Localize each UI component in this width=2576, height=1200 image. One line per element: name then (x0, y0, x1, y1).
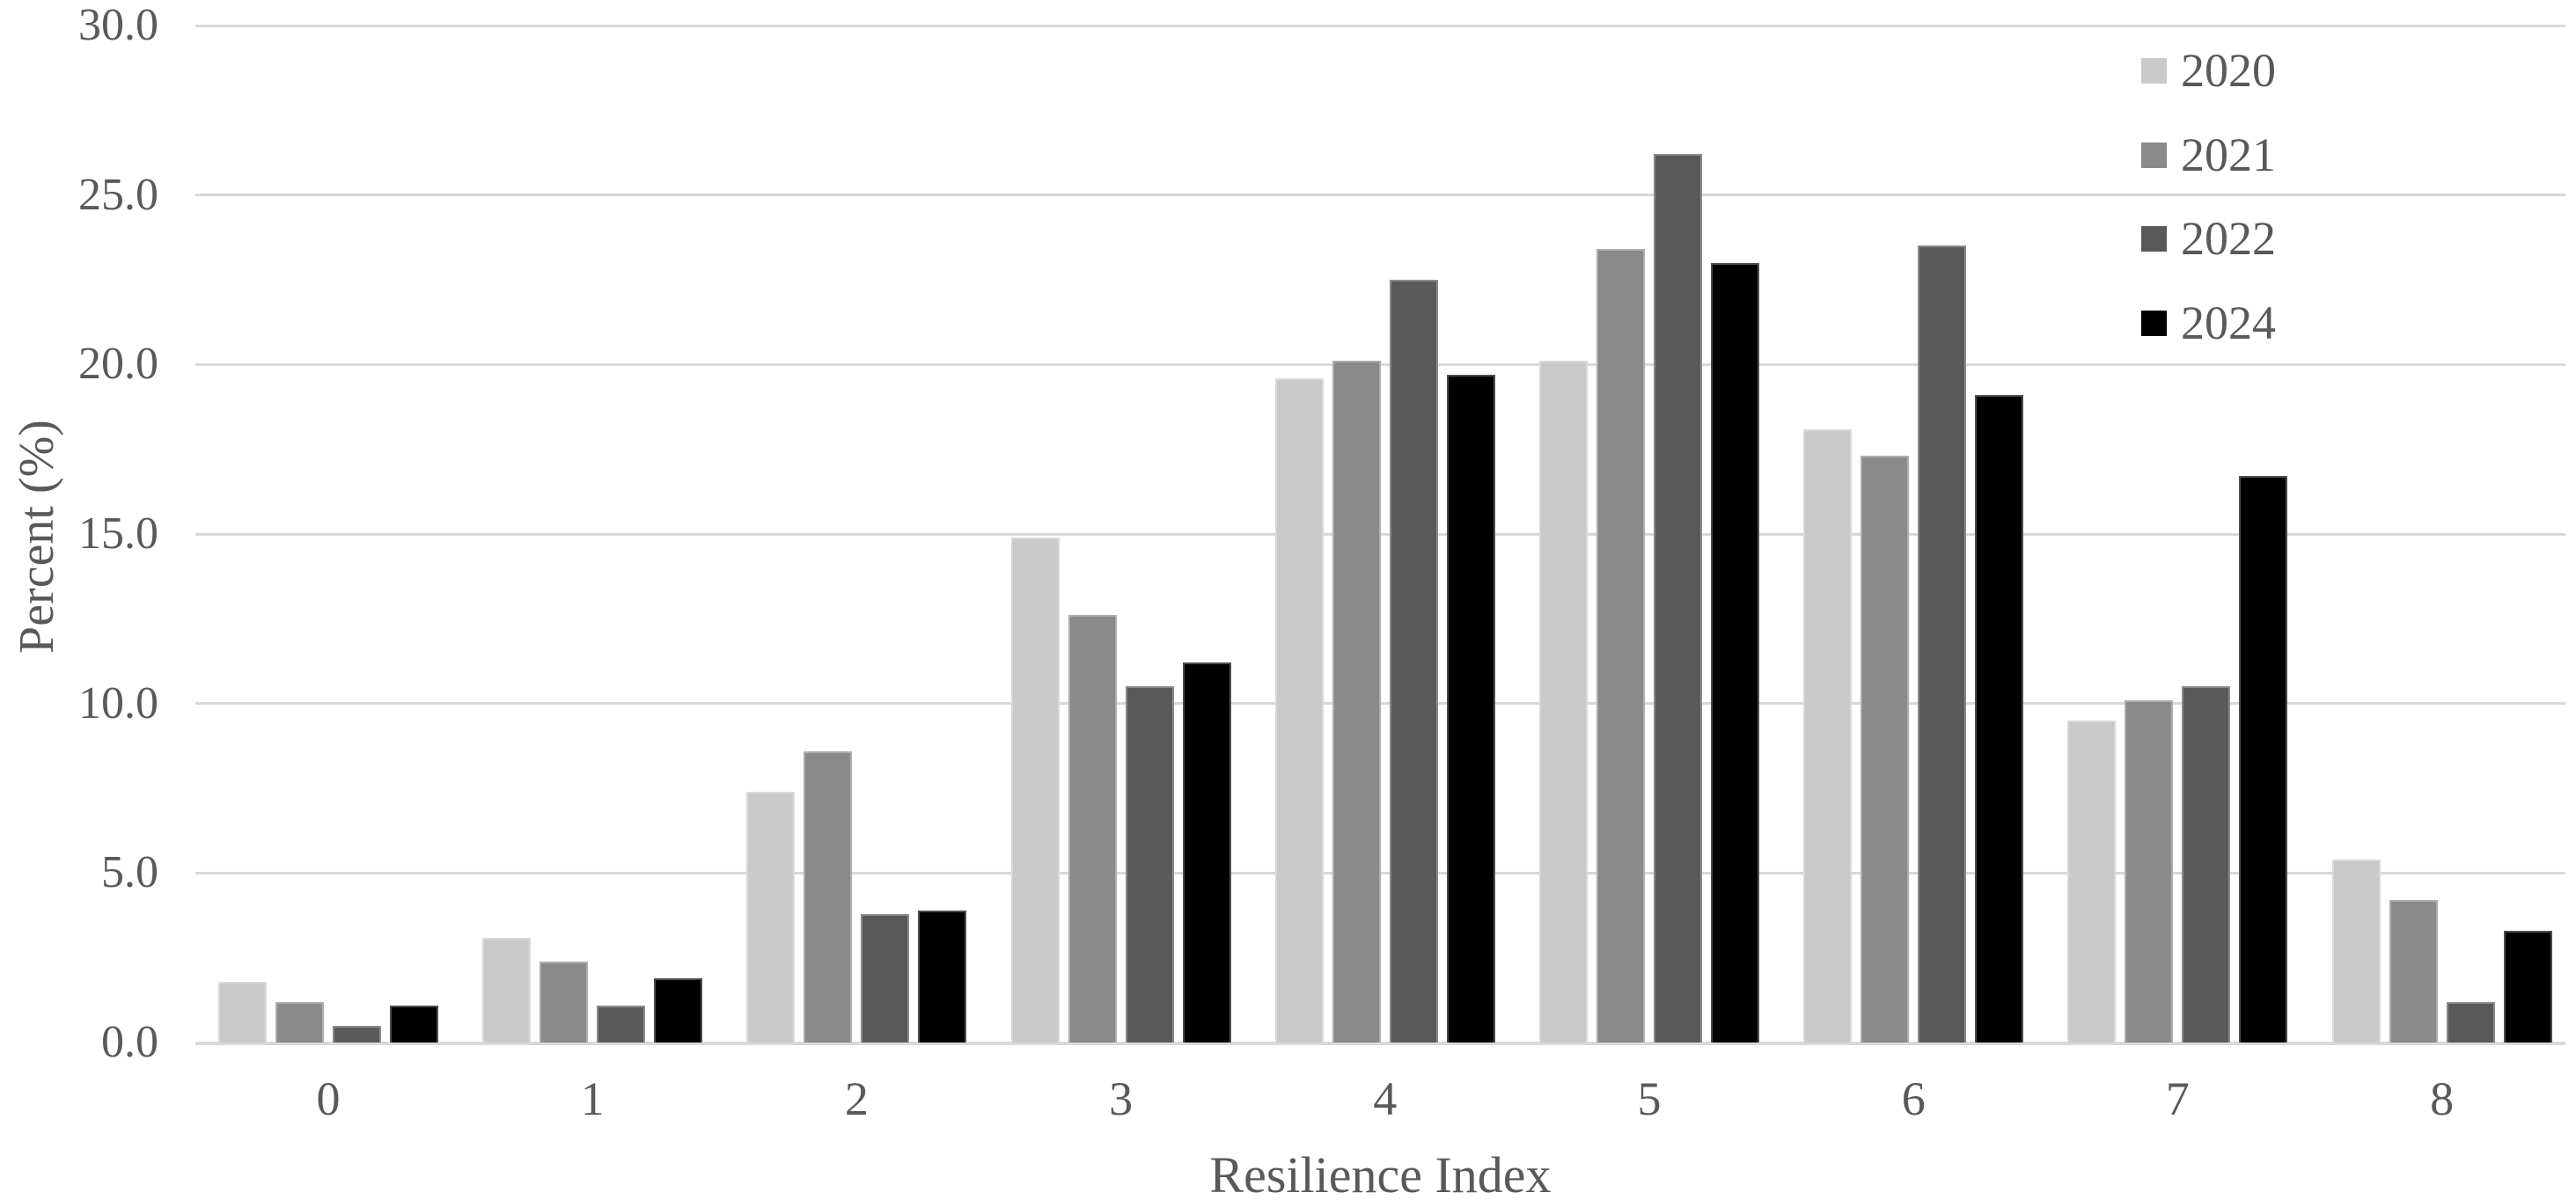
legend-item-2024: 2024 (2141, 298, 2276, 348)
legend-label: 2021 (2181, 128, 2276, 181)
bar-2022-x5 (1654, 154, 1702, 1043)
legend-swatch-icon (2141, 310, 2167, 336)
legend-label: 2022 (2181, 212, 2276, 265)
bar-2022-x8 (2446, 1001, 2495, 1043)
bar-2024-x6 (1975, 395, 2024, 1043)
bar-2022-x7 (2182, 686, 2231, 1043)
bar-2020-x5 (1539, 361, 1588, 1043)
x-tick-label: 7 (2165, 1072, 2190, 1125)
y-tick-label: 15.0 (78, 509, 158, 559)
bar-2024-x0 (390, 1005, 438, 1043)
legend-item-2021: 2021 (2141, 130, 2276, 179)
bar-2021-x6 (1860, 456, 1910, 1043)
bar-2024-x2 (918, 910, 967, 1043)
bar-2021-x1 (539, 961, 589, 1043)
bar-2022-x2 (861, 913, 910, 1043)
bar-2021-x2 (804, 750, 853, 1043)
bar-2024-x4 (1446, 374, 1495, 1043)
y-tick-label: 5.0 (101, 847, 158, 898)
bar-2021-x7 (2125, 699, 2174, 1043)
bar-2022-x6 (1918, 245, 1967, 1043)
y-tick-label: 20.0 (78, 339, 158, 390)
bar-2020-x7 (2067, 720, 2117, 1043)
legend-label: 2024 (2181, 296, 2276, 349)
bar-2024-x5 (1711, 262, 1759, 1043)
bar-2021-x3 (1068, 615, 1117, 1043)
bar-2021-x8 (2389, 900, 2438, 1043)
x-tick-label: 8 (2430, 1072, 2455, 1125)
bar-2022-x4 (1389, 280, 1438, 1043)
x-tick-label: 6 (1901, 1072, 1926, 1125)
bar-2022-x1 (597, 1005, 646, 1043)
bar-2024-x3 (1182, 662, 1231, 1043)
x-axis-title: Resilience Index (1209, 1146, 1552, 1200)
bar-2020-x6 (1803, 428, 1853, 1043)
gridline (195, 194, 2565, 197)
bar-2024-x1 (654, 977, 703, 1043)
bar-2020-x3 (1010, 537, 1060, 1043)
bar-2021-x4 (1332, 361, 1381, 1043)
x-axis-line (195, 1041, 2565, 1045)
bar-2022-x3 (1125, 686, 1174, 1043)
y-tick-label: 10.0 (78, 677, 158, 728)
bar-2020-x2 (746, 791, 796, 1043)
x-tick-label: 3 (1109, 1072, 1134, 1125)
gridline (195, 24, 2565, 27)
x-tick-label: 4 (1373, 1072, 1398, 1125)
bar-2021-x5 (1596, 249, 1645, 1043)
legend-swatch-icon (2141, 225, 2167, 252)
bar-2020-x1 (482, 937, 532, 1043)
x-tick-label: 5 (1637, 1072, 1662, 1125)
x-tick-label: 2 (844, 1072, 869, 1125)
y-tick-label: 25.0 (78, 169, 158, 220)
bar-2020-x4 (1274, 377, 1324, 1043)
bar-2020-x8 (2331, 859, 2381, 1043)
legend-swatch-icon (2141, 57, 2167, 84)
bar-2020-x0 (218, 981, 267, 1043)
x-tick-label: 0 (316, 1072, 341, 1125)
legend-item-2020: 2020 (2141, 46, 2276, 95)
legend-swatch-icon (2141, 142, 2167, 168)
x-tick-label: 1 (580, 1072, 605, 1125)
bar-2022-x0 (333, 1025, 381, 1043)
bar-2024-x7 (2239, 476, 2288, 1043)
legend-item-2022: 2022 (2141, 214, 2276, 263)
bar-2021-x0 (275, 1001, 324, 1043)
y-tick-label: 0.0 (101, 1017, 158, 1067)
legend-label: 2020 (2181, 44, 2276, 97)
y-tick-label: 30.0 (78, 0, 158, 50)
bar-2024-x8 (2503, 930, 2552, 1043)
